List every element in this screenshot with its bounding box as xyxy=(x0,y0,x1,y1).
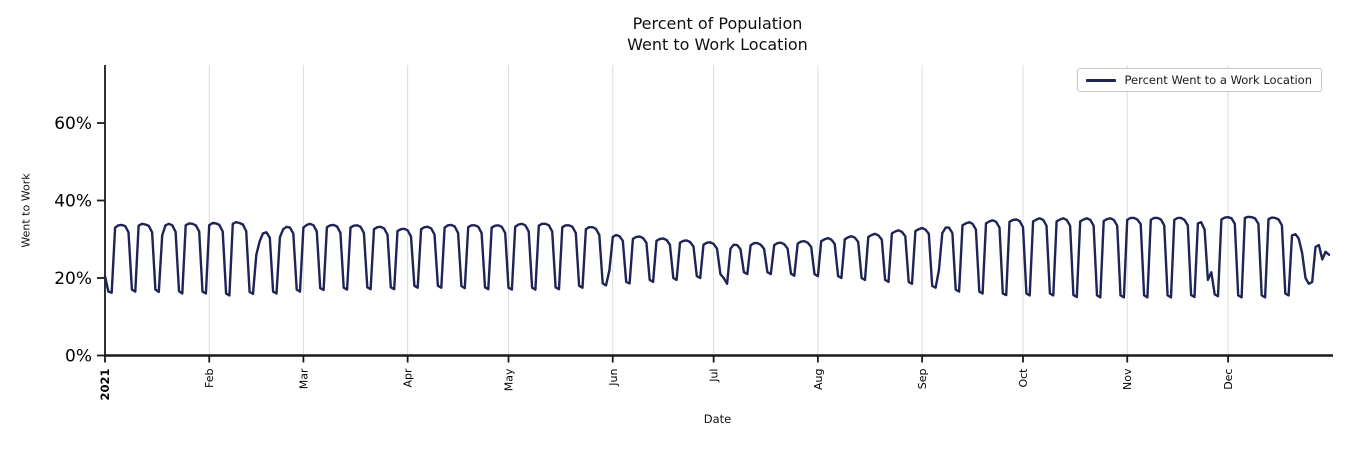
y-tick-label-60: 60% xyxy=(54,114,92,134)
chart-title-line1: Percent of Population xyxy=(632,14,803,33)
y-axis-title: Went to Work xyxy=(19,173,33,248)
x-tick-label-apr: Apr xyxy=(402,368,415,388)
legend: Percent Went to a Work Location xyxy=(1076,68,1322,92)
y-tick-label-0: 0% xyxy=(65,347,92,367)
x-tick-label-nov: Nov xyxy=(1121,368,1134,390)
x-tick-label-jun: Jun xyxy=(607,368,620,386)
x-tick-label-sep: Sep xyxy=(916,368,929,389)
legend-label: Percent Went to a Work Location xyxy=(1124,73,1312,87)
x-tick-label-2021: 2021 xyxy=(98,369,112,401)
x-tick-label-aug: Aug xyxy=(812,369,825,390)
legend-line-swatch xyxy=(1085,78,1116,82)
x-axis-title: Date xyxy=(703,412,732,426)
x-tick-label-feb: Feb xyxy=(203,368,216,387)
x-tick-label-may: May xyxy=(503,368,516,391)
chart-title: Percent of Population Went to Work Locat… xyxy=(105,13,1330,55)
y-tick-label-20: 20% xyxy=(54,269,92,289)
x-tick-label-dec: Dec xyxy=(1222,369,1235,390)
y-tick-label-40: 40% xyxy=(54,192,92,212)
x-tick-label-jul: Jul xyxy=(708,369,721,383)
x-tick-label-mar: Mar xyxy=(297,368,310,389)
x-tick-label-oct: Oct xyxy=(1017,368,1030,388)
chart-title-line2: Went to Work Location xyxy=(627,35,808,54)
data-line-percent-went-to-work xyxy=(103,215,1331,299)
